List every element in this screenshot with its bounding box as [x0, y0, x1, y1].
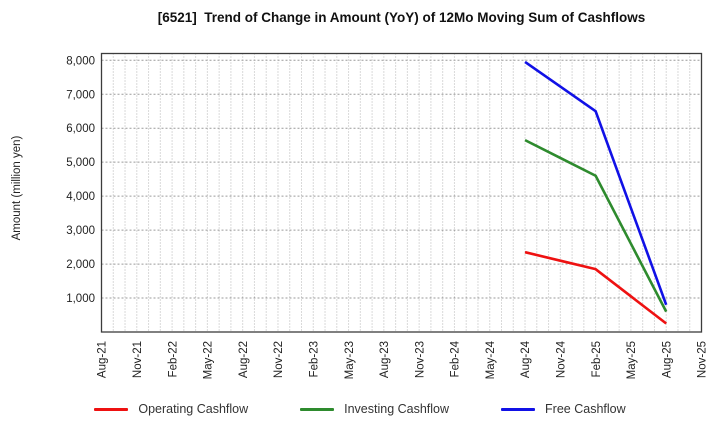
svg-text:6,000: 6,000: [66, 123, 95, 135]
svg-text:7,000: 7,000: [66, 89, 95, 101]
svg-text:3,000: 3,000: [66, 225, 95, 237]
operating-line-swatch-icon: [94, 407, 129, 411]
svg-text:May-22: May-22: [203, 341, 215, 379]
free-line-swatch-icon: [501, 407, 536, 411]
legend-item-free: Free Cashflow: [501, 402, 626, 416]
legend-label-free: Free Cashflow: [545, 402, 626, 416]
svg-text:Nov-25: Nov-25: [697, 341, 709, 378]
chart-legend: Operating Cashflow Investing Cashflow Fr…: [0, 402, 720, 416]
svg-text:Feb-23: Feb-23: [308, 341, 320, 377]
svg-text:Feb-22: Feb-22: [167, 341, 179, 377]
svg-text:Nov-21: Nov-21: [132, 341, 144, 378]
svg-text:Feb-24: Feb-24: [450, 340, 462, 377]
svg-text:2,000: 2,000: [66, 259, 95, 271]
svg-text:May-23: May-23: [344, 341, 356, 379]
svg-text:Nov-22: Nov-22: [273, 341, 285, 378]
svg-text:Aug-24: Aug-24: [520, 340, 532, 378]
svg-text:May-24: May-24: [485, 340, 497, 379]
svg-text:Nov-24: Nov-24: [556, 340, 568, 378]
svg-text:Aug-23: Aug-23: [379, 341, 391, 378]
svg-text:4,000: 4,000: [66, 191, 95, 203]
svg-text:8,000: 8,000: [66, 55, 95, 67]
legend-item-investing: Investing Cashflow: [300, 402, 449, 416]
legend-label-investing: Investing Cashflow: [344, 402, 450, 416]
svg-text:May-25: May-25: [626, 341, 638, 379]
svg-text:Aug-25: Aug-25: [661, 341, 673, 378]
chart-title: [6521] Trend of Change in Amount (YoY) o…: [157, 10, 646, 25]
svg-text:Feb-25: Feb-25: [591, 341, 603, 377]
legend-item-operating: Operating Cashflow: [94, 402, 248, 416]
legend-label-operating: Operating Cashflow: [138, 402, 249, 416]
svg-text:Aug-22: Aug-22: [238, 341, 250, 378]
svg-text:Nov-23: Nov-23: [414, 341, 426, 378]
investing-line-swatch-icon: [300, 407, 335, 411]
svg-text:Aug-21: Aug-21: [97, 341, 109, 378]
svg-text:1,000: 1,000: [66, 293, 95, 305]
svg-text:5,000: 5,000: [66, 157, 95, 169]
